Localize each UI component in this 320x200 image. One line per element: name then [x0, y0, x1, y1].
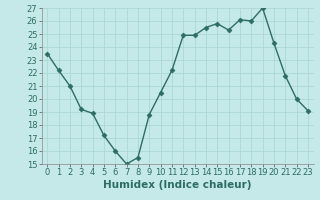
X-axis label: Humidex (Indice chaleur): Humidex (Indice chaleur)	[103, 180, 252, 190]
